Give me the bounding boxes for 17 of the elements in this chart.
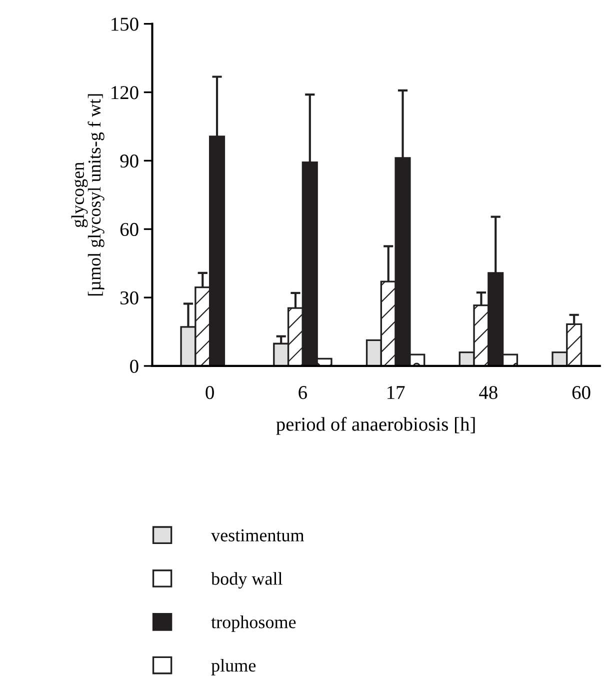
- legend-label: plume: [211, 658, 256, 676]
- y-tick-label: 120: [112, 86, 138, 100]
- x-tick-label: 17: [388, 386, 405, 399]
- legend-label: body wall: [211, 572, 282, 589]
- x-tick-label: 60: [572, 386, 590, 400]
- legend-label: trophosome: [211, 616, 296, 632]
- y-tick-label: 30: [120, 291, 138, 304]
- y-tick-label: 0: [130, 360, 138, 373]
- y-axis-title: glycogen [µmol glycosyl units-g f wt]: [71, 94, 104, 296]
- legend-label: vestimentum: [211, 529, 304, 542]
- x-axis-title: period of anaerobiosis [h]: [276, 416, 475, 435]
- x-tick-label: 6: [298, 386, 307, 400]
- x-tick-label: 48: [479, 386, 498, 400]
- y-tick-label: 150: [112, 18, 138, 31]
- y-tick-label: 90: [120, 154, 138, 168]
- y-tick-label: 60: [120, 222, 138, 236]
- x-tick-label: 0: [206, 386, 214, 400]
